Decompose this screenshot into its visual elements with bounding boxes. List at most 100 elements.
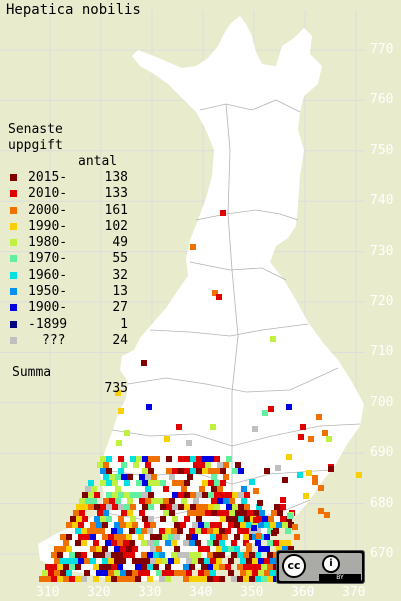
- occurrence-square: [111, 552, 117, 558]
- occurrence-square: [153, 552, 159, 558]
- occurrence-square: [150, 522, 156, 528]
- occurrence-square: [252, 534, 258, 540]
- occurrence-square: [244, 492, 250, 498]
- occurrence-square: [275, 465, 281, 471]
- occurrence-square: [184, 516, 190, 522]
- species-title: Hepatica nobilis: [6, 2, 141, 18]
- occurrence-square: [213, 552, 219, 558]
- occurrence-square: [204, 546, 210, 552]
- occurrence-square: [141, 528, 147, 534]
- occurrence-square: [75, 528, 81, 534]
- legend-count: 161: [104, 202, 128, 218]
- occurrence-square: [42, 570, 48, 576]
- occurrence-square: [130, 492, 136, 498]
- occurrence-square: [312, 475, 318, 481]
- occurrence-square: [196, 516, 202, 522]
- occurrence-square: [297, 472, 303, 478]
- occurrence-square: [267, 540, 273, 546]
- occurrence-square: [220, 492, 226, 498]
- occurrence-square: [153, 540, 159, 546]
- occurrence-square: [219, 528, 225, 534]
- occurrence-square: [196, 492, 202, 498]
- y-tick-label: 720: [370, 294, 394, 309]
- occurrence-square: [286, 454, 292, 460]
- occurrence-square: [82, 504, 88, 510]
- occurrence-square: [208, 480, 214, 486]
- occurrence-square: [51, 564, 57, 570]
- occurrence-square: [207, 552, 213, 558]
- occurrence-square: [276, 522, 282, 528]
- license-badge[interactable]: cc i BY: [276, 550, 365, 584]
- occurrence-square: [105, 540, 111, 546]
- occurrence-square: [102, 534, 108, 540]
- occurrence-square: [246, 543, 252, 549]
- legend-swatch: [10, 206, 17, 214]
- occurrence-square: [166, 456, 172, 462]
- occurrence-square: [148, 456, 154, 462]
- occurrence-square: [183, 564, 189, 570]
- occurrence-square: [121, 462, 127, 468]
- occurrence-square: [163, 498, 169, 504]
- occurrence-square: [171, 528, 177, 534]
- occurrence-square: [210, 534, 216, 540]
- legend-row: 1900- 27: [8, 300, 128, 316]
- occurrence-square: [226, 504, 232, 510]
- occurrence-square: [195, 576, 201, 582]
- x-tick-label: 370: [342, 585, 366, 600]
- occurrence-square: [111, 564, 117, 570]
- legend-swatch: [10, 222, 17, 230]
- occurrence-square: [99, 564, 105, 570]
- occurrence-square: [246, 522, 252, 528]
- occurrence-square: [93, 564, 99, 570]
- occurrence-square: [204, 558, 210, 564]
- occurrence-square: [146, 404, 152, 410]
- occurrence-square: [141, 540, 147, 546]
- occurrence-square: [208, 456, 214, 462]
- occurrence-square: [126, 522, 132, 528]
- occurrence-square: [223, 510, 229, 516]
- occurrence-square: [116, 440, 122, 446]
- occurrence-square: [103, 498, 109, 504]
- occurrence-square: [237, 528, 243, 534]
- occurrence-square: [255, 564, 261, 570]
- occurrence-square: [118, 492, 124, 498]
- occurrence-square: [66, 546, 72, 552]
- occurrence-square: [232, 516, 238, 522]
- occurrence-square: [72, 558, 78, 564]
- occurrence-square: [207, 528, 213, 534]
- occurrence-square: [105, 564, 111, 570]
- occurrence-square: [133, 462, 139, 468]
- occurrence-square: [240, 558, 246, 564]
- occurrence-square: [220, 468, 226, 474]
- occurrence-square: [151, 474, 157, 480]
- occurrence-square: [183, 576, 189, 582]
- occurrence-square: [93, 552, 99, 558]
- occurrence-square: [85, 498, 91, 504]
- y-tick-label: 750: [370, 142, 394, 158]
- occurrence-square: [258, 546, 264, 552]
- y-tick-label: 680: [370, 495, 394, 511]
- occurrence-square: [99, 528, 105, 534]
- occurrence-square: [217, 498, 223, 504]
- occurrence-square: [102, 522, 108, 528]
- legend-swatch: [10, 288, 17, 296]
- occurrence-square: [222, 546, 228, 552]
- occurrence-square: [184, 468, 190, 474]
- occurrence-square: [207, 540, 213, 546]
- occurrence-square: [273, 540, 279, 546]
- occurrence-square: [69, 552, 75, 558]
- occurrence-square: [183, 552, 189, 558]
- occurrence-square: [184, 456, 190, 462]
- occurrence-square: [292, 524, 298, 530]
- occurrence-square: [169, 510, 175, 516]
- occurrence-square: [127, 498, 133, 504]
- occurrence-square: [193, 462, 199, 468]
- by-label: BY: [319, 574, 361, 581]
- occurrence-square: [262, 516, 268, 522]
- occurrence-square: [160, 504, 166, 510]
- occurrence-square: [48, 570, 54, 576]
- occurrence-square: [100, 456, 106, 462]
- legend-count: 102: [104, 218, 128, 234]
- occurrence-square: [217, 462, 223, 468]
- occurrence-square: [253, 517, 259, 523]
